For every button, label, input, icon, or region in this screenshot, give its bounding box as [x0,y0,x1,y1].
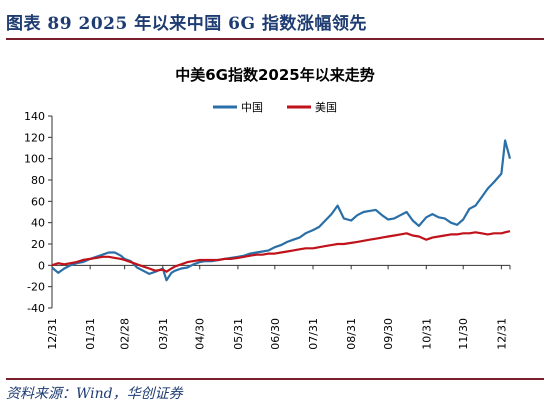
legend-label-china: 中国 [241,101,263,114]
y-tick-label: 100 [24,153,45,166]
x-tick-label: 01/31 [84,318,97,350]
x-tick-label: 12/31 [495,318,508,350]
x-tick-label: 06/30 [269,318,282,350]
chart-title: 中美6G指数2025年以来走势 [175,66,375,84]
figure-title: 图表 89 2025 年以来中国 6G 指数涨幅领先 [6,14,367,34]
x-tick-label: 12/31 [46,318,59,350]
x-tick-label: 07/31 [307,318,320,350]
y-tick-label: 120 [24,131,45,144]
y-tick-label: 20 [31,238,45,251]
figure-header: 图表 89 2025 年以来中国 6G 指数涨幅领先 [0,0,550,40]
y-tick-label: -20 [27,281,45,294]
y-tick-label: 80 [31,174,45,187]
y-tick-label: 140 [24,110,45,123]
x-tick-label: 08/31 [345,318,358,350]
series-line-usa [51,230,511,273]
y-tick-label: -40 [27,302,45,315]
x-tick-label: 03/31 [157,318,170,350]
source-note: 资料来源：Wind，华创证券 [6,386,183,402]
x-tick-label: 10/31 [420,318,433,350]
footer-divider [6,378,544,380]
x-tick-label: 05/31 [232,318,245,350]
y-tick-label: 40 [31,217,45,230]
x-tick-label: 11/30 [457,318,470,350]
y-tick-label: 60 [31,195,45,208]
x-tick-label: 04/30 [194,318,207,350]
header-divider [6,38,544,40]
x-tick-label: 02/28 [119,318,132,350]
x-tick-label: 09/30 [382,318,395,350]
legend-label-usa: 美国 [315,101,337,114]
y-tick-label: 0 [38,259,45,272]
